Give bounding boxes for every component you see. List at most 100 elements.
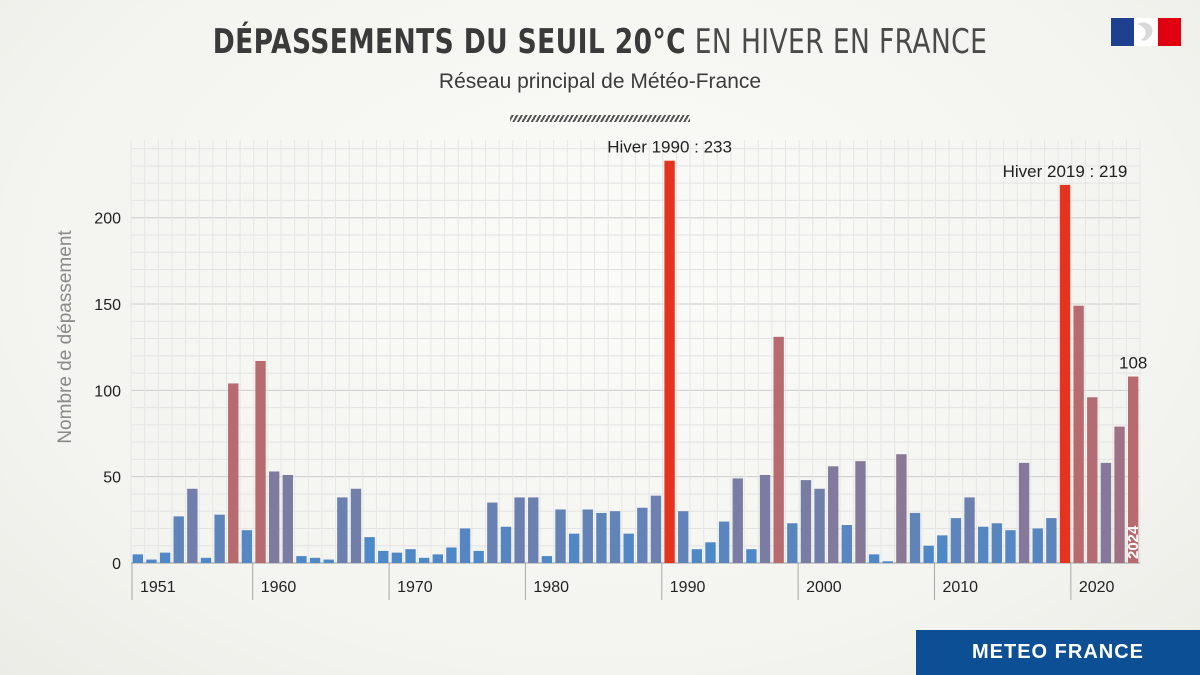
bar-2014 — [991, 523, 1003, 563]
bar-2017 — [1032, 528, 1043, 563]
bar-1960 — [255, 360, 266, 563]
x-tick-label: 2000 — [806, 579, 842, 596]
page-subtitle: Réseau principal de Météo-France — [438, 70, 762, 93]
bar-2003 — [841, 525, 853, 563]
bar-1990 — [664, 160, 675, 563]
bar-1977 — [487, 502, 498, 563]
bar-1966 — [337, 497, 348, 563]
bar-2011 — [950, 518, 962, 563]
bar-1962 — [282, 474, 293, 563]
bar-1968 — [364, 537, 375, 563]
bar-1955 — [187, 488, 198, 563]
x-tick-label: 1951 — [140, 579, 176, 596]
bar-2001 — [814, 488, 825, 563]
bar-2019 — [1059, 184, 1071, 563]
bar-1972 — [418, 557, 430, 563]
x-tick-label: 1970 — [397, 579, 433, 596]
bar-1994 — [718, 521, 730, 563]
bar-2015 — [1005, 530, 1016, 563]
bar-1993 — [705, 542, 716, 563]
marianne-logo-icon — [1111, 18, 1181, 46]
bar-2008 — [909, 512, 921, 563]
bar-2022 — [1100, 462, 1112, 563]
bar-1983 — [568, 533, 580, 563]
x-tick-label: 1960 — [261, 579, 297, 596]
bar-2002 — [828, 466, 839, 563]
chart-grid — [130, 140, 1141, 564]
bar-1958 — [228, 383, 239, 563]
y-tick-label: 150 — [94, 297, 121, 314]
bar-1974 — [446, 547, 457, 563]
x-tick-label: 2010 — [942, 579, 978, 596]
bar-2004 — [855, 461, 866, 563]
bar-1991 — [678, 511, 689, 563]
bar-1988 — [637, 507, 648, 563]
bar-1980 — [528, 497, 539, 563]
bar-2021 — [1087, 397, 1098, 563]
bar-2006 — [882, 561, 893, 563]
bar-1999 — [787, 523, 798, 563]
bar-2024 — [1128, 376, 1139, 563]
bar-1992 — [691, 549, 703, 563]
annotation-2024: 108 — [1119, 354, 1147, 373]
bar-1984 — [582, 509, 593, 563]
bar-1965 — [323, 559, 334, 563]
chart-bars — [132, 160, 1139, 563]
bar-1959 — [241, 530, 253, 563]
bar-1963 — [296, 556, 307, 563]
chart-axis: 0 50 100 150 200 1951 1960 1970 1980 1990 2000 2010… — [94, 211, 1140, 600]
bar-1985 — [596, 512, 607, 563]
bar-2010 — [937, 535, 948, 563]
inbar-label-2024: 2024 — [1125, 525, 1142, 559]
annotation-2019: Hiver 2019 : 219 — [1003, 162, 1128, 181]
bar-1975 — [459, 528, 471, 563]
title-bold: DÉPASSEMENTS DU SEUIL 20°C — [212, 22, 686, 62]
bar-1989 — [650, 495, 662, 563]
bar-1997 — [759, 474, 771, 563]
x-tick-label: 2020 — [1079, 579, 1115, 596]
bar-1967 — [350, 488, 362, 563]
bar-1978 — [500, 526, 512, 563]
bar-1956 — [200, 557, 212, 563]
bar-chart: 0 50 100 150 200 1951 1960 1970 1980 1990 2000 2010… — [55, 138, 1147, 600]
y-tick-label: 0 — [112, 556, 121, 573]
bar-2000 — [800, 480, 812, 563]
bar-2007 — [896, 454, 907, 563]
bar-2009 — [923, 545, 934, 563]
bar-2018 — [1046, 518, 1057, 563]
bar-1971 — [405, 549, 416, 563]
bar-1964 — [309, 557, 321, 563]
bar-2005 — [868, 554, 880, 563]
bar-1952 — [146, 559, 157, 563]
bar-1996 — [746, 549, 757, 563]
bar-2023 — [1114, 426, 1125, 563]
bar-1982 — [555, 509, 566, 563]
bar-1957 — [214, 514, 225, 563]
bar-1979 — [514, 497, 525, 563]
bar-1961 — [268, 471, 280, 563]
bar-1969 — [378, 550, 389, 563]
bar-2012 — [964, 497, 975, 563]
bar-2016 — [1018, 462, 1030, 563]
y-tick-label: 100 — [94, 383, 121, 400]
bar-2020 — [1073, 305, 1084, 563]
bar-1998 — [773, 336, 784, 563]
x-tick-label: 1990 — [670, 579, 706, 596]
bar-1973 — [432, 554, 443, 563]
bar-1976 — [473, 550, 484, 563]
y-tick-label: 200 — [94, 211, 121, 228]
page-title: DÉPASSEMENTS DU SEUIL 20°C EN HIVER EN F… — [132, 22, 1068, 62]
bar-1954 — [173, 516, 184, 563]
title-light: EN HIVER EN FRANCE — [694, 22, 988, 62]
bar-1981 — [541, 556, 553, 563]
y-axis-label: Nombre de dépassement — [55, 230, 76, 444]
bar-1987 — [623, 533, 634, 563]
bar-1951 — [132, 554, 143, 563]
bar-2013 — [978, 526, 989, 563]
bar-1986 — [609, 511, 621, 563]
bar-1953 — [159, 552, 171, 563]
bar-1995 — [732, 478, 743, 563]
bar-1970 — [391, 552, 403, 563]
annotation-1990: Hiver 1990 : 233 — [607, 138, 732, 157]
y-tick-label: 50 — [103, 470, 121, 487]
